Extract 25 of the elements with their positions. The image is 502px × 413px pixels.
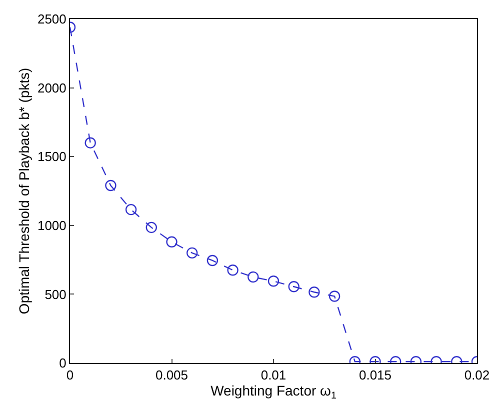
x-axis-title: Weighting Factor ω$_{1}$ [210, 382, 336, 402]
point [206, 254, 218, 266]
y-tick-label: 1000 [37, 218, 66, 233]
point [227, 264, 238, 276]
point [328, 290, 340, 302]
x-tick-label: 0.015 [358, 368, 392, 383]
point [166, 236, 178, 248]
point [125, 204, 137, 216]
point [248, 271, 259, 283]
point [186, 247, 198, 259]
y-axis-title: Optimal Threshold of Playback b* (pkts) [16, 68, 32, 314]
point [268, 276, 280, 287]
point [84, 137, 96, 148]
y-tick-label: 2500 [37, 12, 66, 27]
point [105, 180, 116, 192]
y-tick-label: 500 [44, 286, 66, 302]
x-tick-label: 0.01 [260, 368, 286, 383]
y-tick-label: 0 [59, 356, 66, 371]
y-tick-label: 1500 [37, 149, 66, 164]
x-tick-label: 0.005 [155, 368, 188, 383]
x-tick-label: 0.02 [464, 368, 490, 383]
point [146, 222, 157, 234]
y-tick-label: 2000 [37, 80, 66, 96]
point [288, 281, 300, 292]
point [308, 286, 320, 298]
